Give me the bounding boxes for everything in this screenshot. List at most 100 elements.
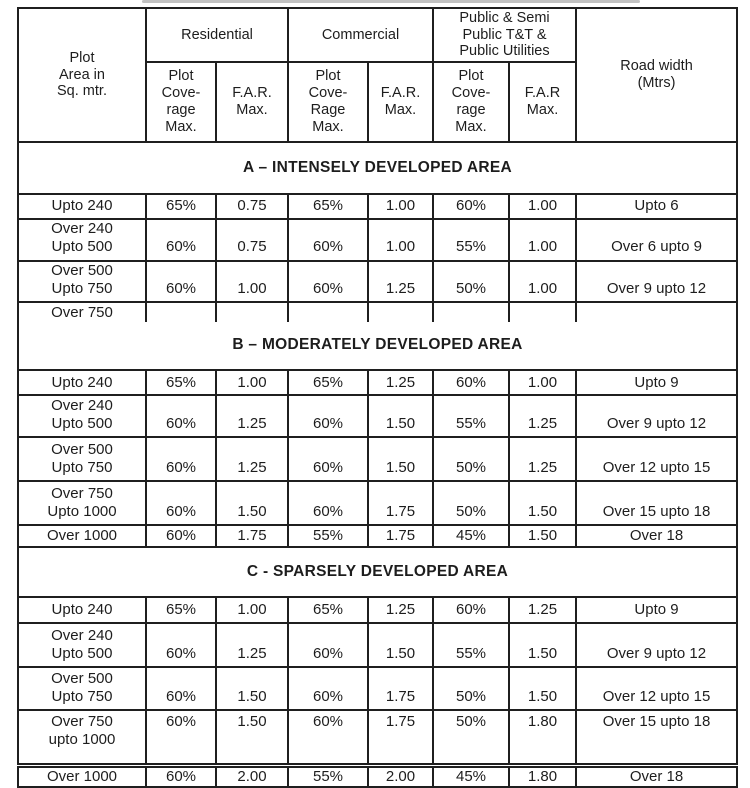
data-cell: 1.00 xyxy=(507,259,578,304)
data-cell: 50% xyxy=(432,666,510,712)
plot-area-cell: Over 240 Upto 500 xyxy=(17,394,147,439)
data-cell: 60% xyxy=(287,259,369,304)
plot-area-cell: Over 1000 xyxy=(17,762,147,788)
data-cell: 55% xyxy=(432,394,510,439)
header-row-subcolumns: Plot Cove- rage Max. F.A.R. Max. Plot Co… xyxy=(18,61,737,143)
data-cell: 50% xyxy=(432,480,510,527)
data-cell: 45% xyxy=(432,762,510,788)
road-width-cell: Over 9 upto 12 xyxy=(575,394,739,439)
data-cell: 1.25 xyxy=(215,436,289,483)
data-cell: 1.75 xyxy=(367,524,434,549)
data-cell: 50% xyxy=(432,709,510,767)
header-plot-area: Plot Area in Sq. mtr. xyxy=(17,7,147,143)
data-cell: 1.80 xyxy=(507,709,578,767)
data-cell: 1.00 xyxy=(367,218,434,262)
data-cell: 1.50 xyxy=(507,622,578,669)
table-row: Over 240 Upto 500 60% 0.75 60% 1.00 55% … xyxy=(17,218,739,262)
header-pub-plot-coverage: Plot Cove- rage Max. xyxy=(432,61,510,143)
data-cell: 60% xyxy=(145,762,217,788)
data-cell: 1.25 xyxy=(507,596,578,625)
header-commercial: Commercial xyxy=(287,7,434,63)
data-cell: 60% xyxy=(287,480,369,527)
data-cell: 0.75 xyxy=(215,218,289,262)
header-road-width: Road width (Mtrs) xyxy=(575,7,739,143)
data-cell: 1.80 xyxy=(507,762,578,788)
data-cell: 60% xyxy=(145,436,217,483)
plot-area-cell: Over 500 Upto 750 xyxy=(17,436,147,483)
data-cell: 60% xyxy=(145,622,217,669)
road-width-cell: Over 12 upto 15 xyxy=(575,436,739,483)
plot-area-cell: Over 750 upto 1000 xyxy=(17,709,147,767)
road-width-cell: Over 18 xyxy=(575,524,739,549)
data-cell: 1.25 xyxy=(215,622,289,669)
data-cell: 1.75 xyxy=(367,480,434,527)
data-cell: 50% xyxy=(432,436,510,483)
data-cell: 65% xyxy=(145,193,217,220)
data-cell: 1.50 xyxy=(507,480,578,527)
far-plot-coverage-table: Plot Area in Sq. mtr. Residential Commer… xyxy=(16,7,739,788)
data-cell: 65% xyxy=(287,369,369,397)
data-cell: 60% xyxy=(145,218,217,262)
data-cell xyxy=(367,301,434,323)
data-cell: 1.00 xyxy=(215,259,289,304)
data-cell: 1.25 xyxy=(367,369,434,397)
data-cell: 1.25 xyxy=(367,259,434,304)
header-row-groups: Plot Area in Sq. mtr. Residential Commer… xyxy=(17,7,739,143)
road-width-cell: Over 12 upto 15 xyxy=(575,666,739,712)
data-cell: 55% xyxy=(287,762,369,788)
data-cell: 1.00 xyxy=(215,596,289,625)
table-row: Over 500 Upto 750 60% 1.00 60% 1.25 50% … xyxy=(17,259,739,304)
header-res-far: F.A.R. Max. xyxy=(215,61,289,143)
plot-area-cell: Over 500 Upto 750 xyxy=(17,666,147,712)
data-cell: 55% xyxy=(287,524,369,549)
data-cell: 60% xyxy=(287,394,369,439)
data-cell: 1.25 xyxy=(367,596,434,625)
data-cell: 1.25 xyxy=(507,394,578,439)
section-a-title: A – INTENSELY DEVELOPED AREA xyxy=(16,141,739,195)
data-cell xyxy=(145,301,217,323)
data-cell: 1.50 xyxy=(215,480,289,527)
data-cell: 60% xyxy=(145,666,217,712)
table-row: Over 750 upto 1000 60% 1.50 60% 1.75 50%… xyxy=(17,709,739,767)
data-cell: 0.75 xyxy=(215,193,289,220)
data-cell: 1.00 xyxy=(507,193,578,220)
data-cell: 60% xyxy=(287,709,369,767)
section-a-banner: A – INTENSELY DEVELOPED AREA xyxy=(16,141,739,195)
data-cell: 60% xyxy=(287,436,369,483)
data-cell: 55% xyxy=(432,218,510,262)
road-width-cell: Over 9 upto 12 xyxy=(575,259,739,304)
data-cell: 1.00 xyxy=(215,369,289,397)
road-width-cell: Over 15 upto 18 xyxy=(575,709,739,767)
data-cell xyxy=(215,301,289,323)
table-row: Upto 240 65% 0.75 65% 1.00 60% 1.00 Upto… xyxy=(17,193,739,220)
data-cell: 65% xyxy=(145,369,217,397)
plot-area-cell: Over 750 xyxy=(17,301,147,323)
data-cell: 65% xyxy=(145,596,217,625)
data-cell: 1.25 xyxy=(215,394,289,439)
data-cell: 60% xyxy=(145,709,217,767)
data-cell: 60% xyxy=(145,524,217,549)
data-cell: 60% xyxy=(432,596,510,625)
header-public-semi-public: Public & Semi Public T&T & Public Utilit… xyxy=(431,7,578,63)
road-width-cell: Upto 9 xyxy=(575,596,739,625)
section-b-banner: B – MODERATELY DEVELOPED AREA xyxy=(16,322,739,372)
data-cell: 60% xyxy=(145,259,217,304)
table-row: Over 500 Upto 750 60% 1.50 60% 1.75 50% … xyxy=(17,666,739,712)
data-cell: 1.75 xyxy=(215,524,289,549)
data-cell: 1.50 xyxy=(215,666,289,712)
data-cell: 2.00 xyxy=(367,762,434,788)
road-width-cell: Over 18 xyxy=(575,762,739,788)
plot-area-cell: Over 750 Upto 1000 xyxy=(17,480,147,527)
table-row: Over 1000 60% 1.75 55% 1.75 45% 1.50 Ove… xyxy=(17,524,739,549)
section-b-title: B – MODERATELY DEVELOPED AREA xyxy=(16,322,739,372)
data-cell: 2.00 xyxy=(215,762,289,788)
road-width-cell: Over 15 upto 18 xyxy=(575,480,739,527)
header-com-far: F.A.R. Max. xyxy=(367,61,434,143)
data-cell: 1.25 xyxy=(507,436,578,483)
plot-area-cell: Upto 240 xyxy=(17,193,147,220)
data-cell: 1.50 xyxy=(367,436,434,483)
data-cell: 60% xyxy=(432,193,510,220)
data-cell xyxy=(432,301,510,323)
plot-area-cell: Upto 240 xyxy=(17,596,147,625)
header-res-plot-coverage: Plot Cove- rage Max. xyxy=(145,61,217,143)
